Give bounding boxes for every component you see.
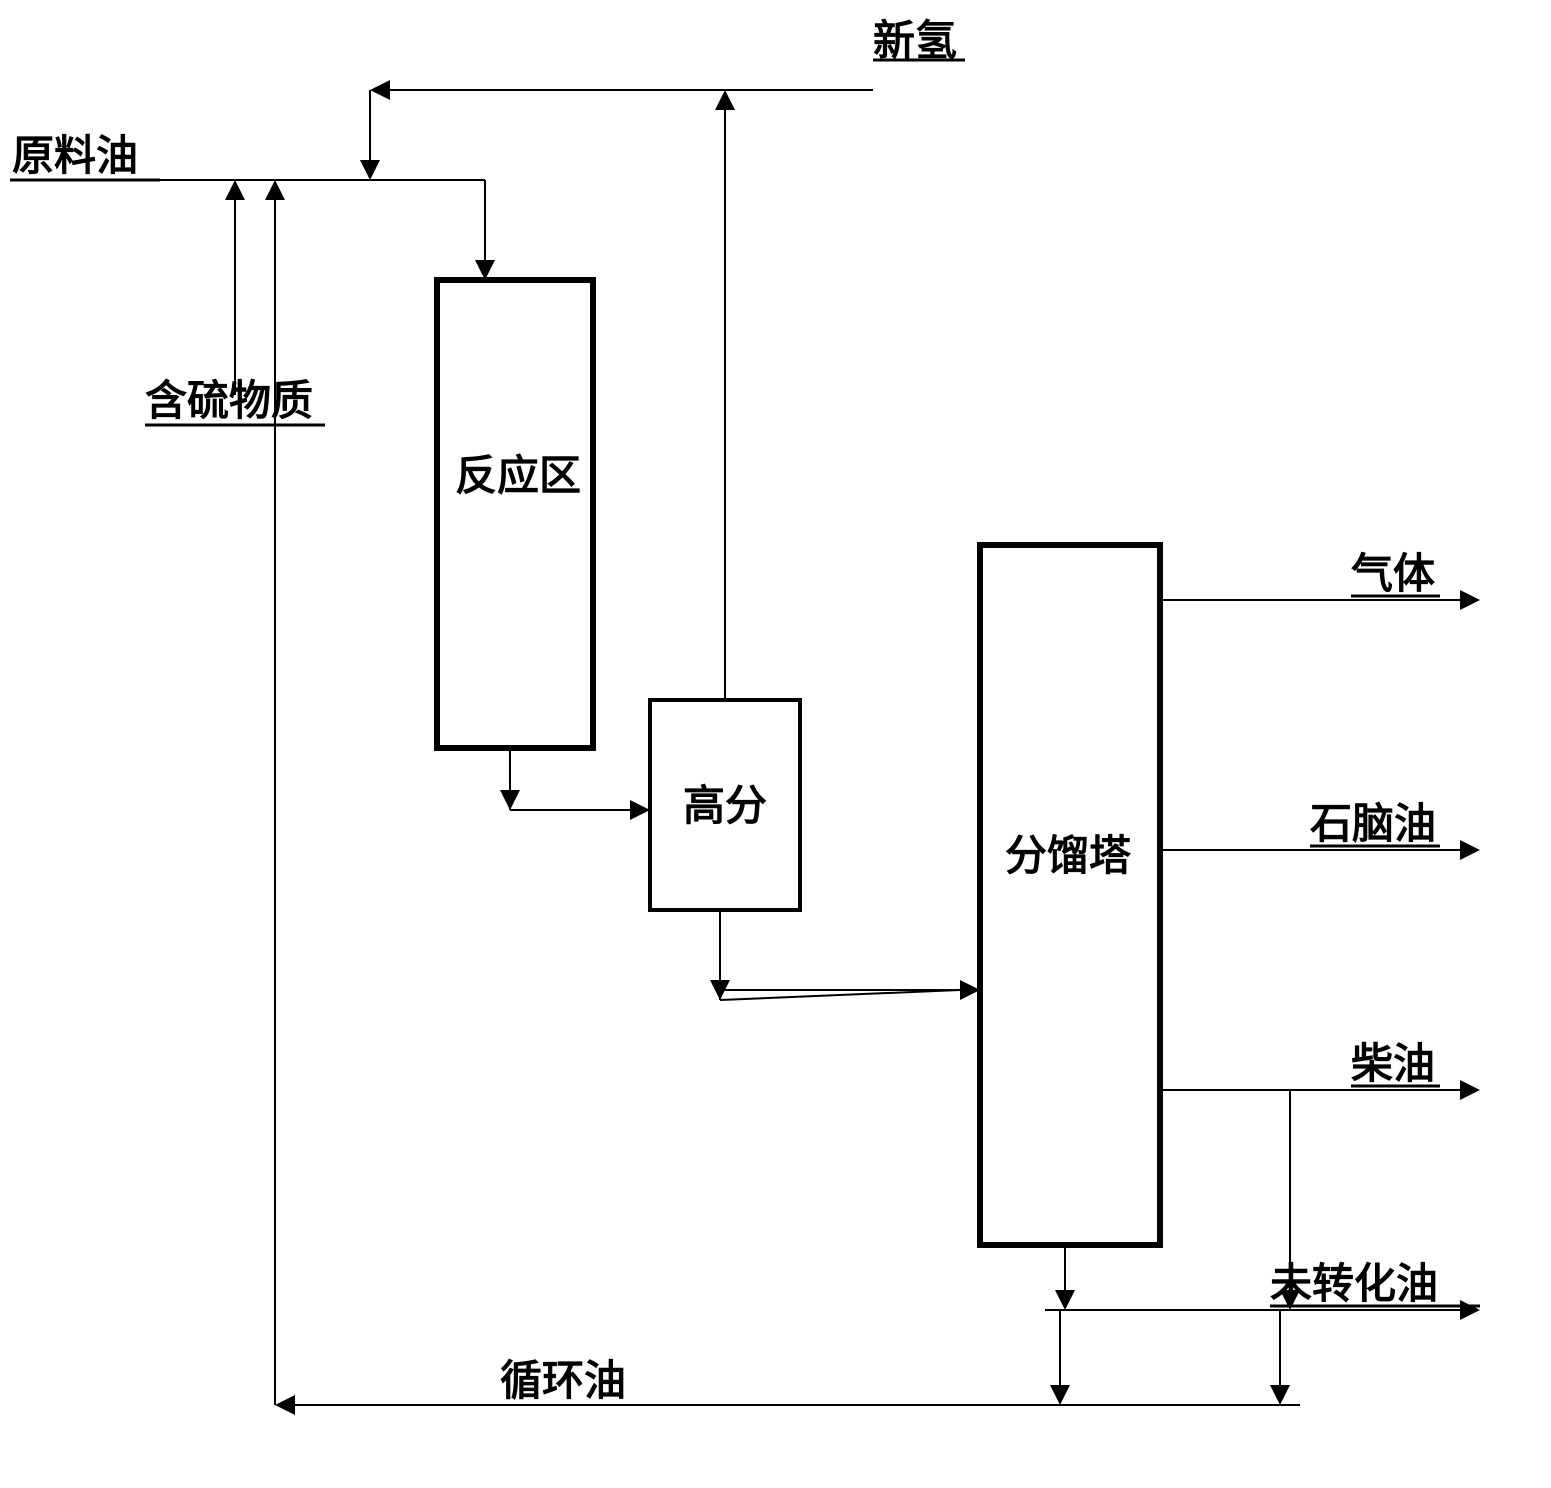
diesel-label: 柴油 (1351, 1041, 1435, 1088)
unconverted-label: 未转化油 (1270, 1261, 1438, 1308)
reaction-zone-box-label: 反应区 (455, 453, 581, 500)
sulfur-label: 含硫物质 (145, 378, 313, 425)
gas-label: 气体 (1351, 551, 1435, 598)
recycle-oil-label: 循环油 (500, 1358, 626, 1405)
reaction-zone-box (437, 280, 593, 748)
feed-oil-label: 原料油 (12, 133, 138, 180)
fractionator-box (980, 545, 1160, 1245)
high-separator-box-label: 高分 (683, 783, 767, 830)
naphtha-label: 石脑油 (1310, 801, 1436, 848)
fractionator-box-label: 分馏塔 (1005, 833, 1132, 880)
fresh-hydrogen-label: 新氢 (873, 18, 957, 65)
